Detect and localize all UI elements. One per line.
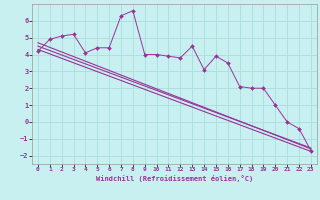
X-axis label: Windchill (Refroidissement éolien,°C): Windchill (Refroidissement éolien,°C) [96,175,253,182]
